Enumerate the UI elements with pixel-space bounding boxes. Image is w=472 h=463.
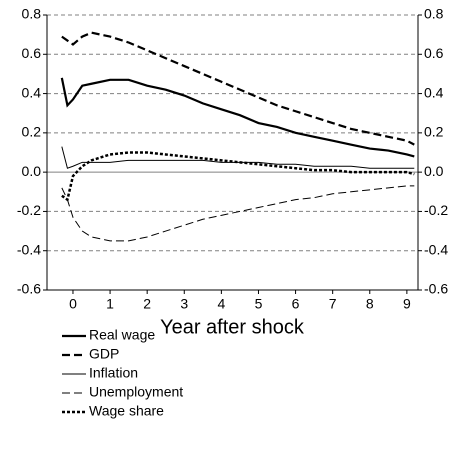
y-tick-label: -0.4 [17,241,41,257]
x-tick-label: 8 [366,296,374,312]
x-tick-label: 4 [217,296,225,312]
x-tick-label: 3 [180,296,188,312]
legend-label: Real wage [89,327,155,343]
y2-tick-label: 0.2 [424,124,444,140]
y2-tick-label: -0.4 [424,241,448,257]
y2-tick-label: 0.4 [424,84,444,100]
legend-label: Unemployment [89,384,183,400]
x-tick-label: 6 [292,296,300,312]
y2-tick-label: -0.6 [424,281,448,297]
y-tick-label: 0.6 [22,45,42,61]
line-series [61,31,415,146]
x-tick-label: 2 [143,296,151,312]
y-tick-label: 0.0 [22,163,42,179]
legend-label: GDP [89,346,119,362]
x-tick-label: 7 [329,296,337,312]
line-series [61,146,415,169]
y-tick-label: -0.6 [17,281,41,297]
y2-tick-label: 0.6 [424,45,444,61]
line-series [61,185,415,242]
x-tick-label: 0 [69,296,77,312]
line-series [61,151,415,202]
line-series [60,77,415,158]
y2-tick-label: -0.2 [424,202,448,218]
legend-label: Wage share [89,403,164,419]
x-axis-label: Year after shock [160,316,305,338]
legend-label: Inflation [89,365,138,381]
x-tick-label: 1 [106,296,114,312]
x-tick-label: 9 [403,296,411,312]
y-tick-label: 0.2 [22,124,42,140]
y-tick-label: 0.8 [22,6,42,22]
y2-tick-label: 0.0 [424,163,444,179]
y-tick-label: -0.2 [17,202,41,218]
x-tick-label: 5 [255,296,263,312]
y-tick-label: 0.4 [22,84,42,100]
y2-tick-label: 0.8 [424,6,444,22]
